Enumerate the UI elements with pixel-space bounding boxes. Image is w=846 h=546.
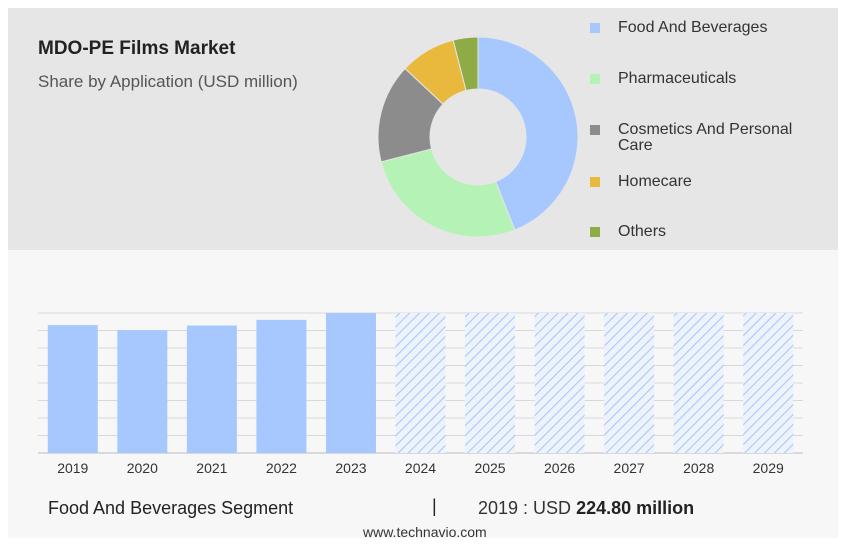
x-tick-label: 2029 [753, 460, 784, 476]
donut-slice-others [452, 36, 479, 92]
x-tick-label: 2019 [57, 460, 88, 476]
legend-swatch [590, 177, 600, 187]
legend-label: Pharmaceuticals [618, 70, 737, 87]
footer-value-prefix: 2019 : USD [478, 498, 572, 518]
donut-slice-pharmaceuticals [380, 148, 516, 238]
forecast-bar-2024 [395, 313, 446, 453]
legend-swatch [590, 74, 600, 84]
forecast-bar-2029 [743, 313, 794, 453]
footer-value-amount: 224.80 million [576, 498, 695, 518]
forecast-bar-2026 [534, 313, 585, 453]
legend-swatch [590, 125, 600, 135]
forecast-bar-2028 [673, 313, 724, 453]
legend-swatch [590, 227, 600, 237]
forecast-bar-2027 [604, 313, 655, 453]
x-tick-label: 2022 [266, 460, 297, 476]
bar-2021 [186, 325, 237, 453]
bar-chart: 2019 2020 2021 2022 2023 2024 2025 2026 2027 2028… [38, 312, 803, 476]
bar-2022 [256, 319, 307, 453]
x-tick-label: 2026 [544, 460, 575, 476]
x-tick-label: 2025 [474, 460, 505, 476]
legend-swatch [590, 23, 600, 33]
footer-segment-label: Food And Beverages Segment [48, 498, 294, 518]
bar-2020 [117, 330, 168, 453]
donut-chart [377, 36, 579, 238]
bar-2023 [325, 313, 376, 453]
x-tick-label: 2028 [683, 460, 714, 476]
footer-separator: | [432, 496, 437, 516]
legend-label: Food And Beverages [618, 19, 768, 36]
x-tick-label: 2023 [335, 460, 366, 476]
bar-2019 [47, 325, 98, 453]
infographic: MDO-PE Films Market Share by Application… [8, 8, 838, 538]
donut-slice-food-and-beverages [477, 36, 579, 231]
footer-value: 2019 : USD 224.80 million [478, 498, 694, 519]
chart-title: MDO-PE Films Market [38, 38, 236, 59]
x-tick-label: 2021 [196, 460, 227, 476]
chart-subtitle: Share by Application (USD million) [38, 72, 298, 91]
legend-label: Homecare [618, 173, 692, 190]
x-tick-label: 2024 [405, 460, 436, 476]
legend-label: Others [618, 223, 667, 240]
forecast-bar-2025 [465, 313, 516, 453]
x-tick-label: 2020 [127, 460, 158, 476]
legend-label: Cosmetics And Personal Care [618, 121, 793, 154]
source-url: www.technavio.com [363, 524, 487, 538]
x-tick-label: 2027 [614, 460, 645, 476]
